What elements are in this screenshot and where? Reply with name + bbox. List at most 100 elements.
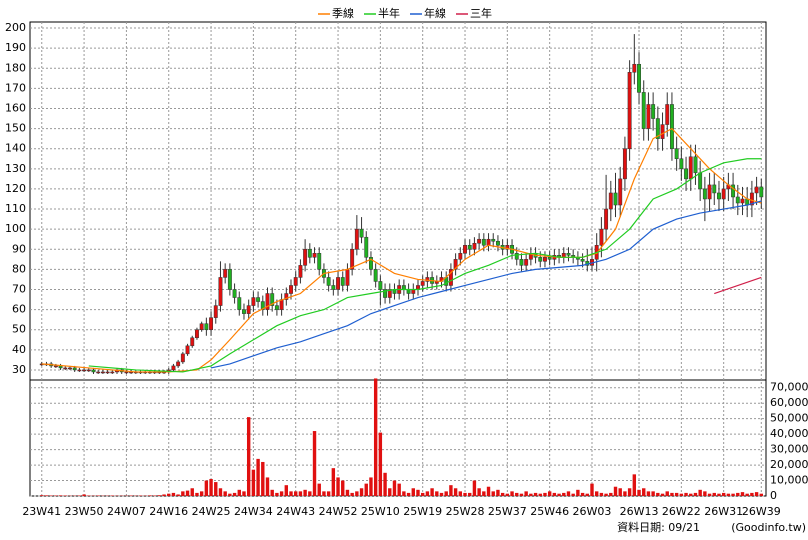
volume-bar [298,491,303,496]
volume-bar [590,483,594,496]
candle-body [303,249,308,266]
volume-bar [148,495,152,496]
volume-bar [209,478,213,496]
x-tick-label: 23W41 [22,505,61,518]
candle-body [68,367,72,370]
candle-body [524,259,529,266]
candle-body [270,293,275,306]
volume-bar [435,491,439,496]
volume-bar [364,483,368,496]
volume-bar [373,378,378,496]
candle-body [543,257,547,262]
volume-bar [256,458,260,496]
volume-bar [505,493,510,496]
volume-bar [425,491,430,496]
volume-bar [740,492,745,496]
candle-body [383,289,388,298]
x-tick-label: 26W13 [620,505,659,518]
candle-body [712,184,717,194]
candle-body [406,289,411,294]
candle-body [312,253,317,258]
candle-body [655,118,660,139]
candle-body [481,238,486,246]
volume-bar [162,494,166,496]
volume-bar [40,495,44,496]
x-tick-label: 26W39 [742,505,781,518]
candle-body [274,305,279,310]
volume-bar [731,493,735,496]
candle-body [514,253,519,260]
y-tick-label: 190 [5,41,26,54]
candle-body [227,269,232,290]
y-tick-label: 50 [12,323,26,336]
candle-body [463,244,467,254]
volume-bar [552,492,557,496]
volume-bar [402,491,406,496]
candle-body [599,228,604,246]
legend-label: 三年 [470,6,492,20]
volume-bar [524,491,528,496]
x-tick-label: 26W22 [662,505,701,518]
volume-bar [585,493,589,496]
volume-bar [486,486,491,496]
volume-bar [646,491,651,496]
plot-frame [29,21,767,497]
volume-bar [670,492,674,496]
y-tick-label: 90 [12,242,26,255]
candle-body [641,92,646,129]
volume-bar [199,491,204,496]
volume-bar [510,491,514,496]
volume-bar [378,432,383,496]
moving-average-line [714,276,762,295]
volume-bar [754,492,759,496]
candle-body [679,158,684,170]
x-tick-label: 25W37 [488,505,527,518]
volume-bar [350,492,354,496]
volume-bar [420,492,425,496]
candle-body [242,309,246,314]
candle-body [491,238,496,242]
candle-body [665,104,670,125]
legend-item: 三年 [456,6,492,20]
volume-bar [623,491,627,496]
candle-body [698,172,703,190]
y2-tick-label: 70,000 [770,381,808,394]
candle-body [613,192,618,206]
candle-body [218,277,223,306]
x-tick-label: 23W50 [65,505,104,518]
x-tick-label: 24W52 [319,505,358,518]
volume-bar [284,485,289,496]
candle-body [293,277,298,286]
volume-bar [656,492,660,496]
y-tick-label: 140 [5,142,26,155]
candle-body [604,208,609,230]
volume-bar [228,493,232,496]
candle-body [646,104,651,129]
candle-body [350,249,355,270]
volume-bar [312,431,317,496]
candle-body [425,277,430,282]
candle-body [378,281,383,290]
volume-bar [566,491,571,496]
volume-bar [406,492,411,496]
volume-bar [341,480,345,496]
candle-body [754,186,759,194]
candle-body [63,367,68,370]
volume-bar [693,492,698,496]
volume-bar [265,477,270,496]
volume-bar [82,494,86,496]
candle-body [707,184,712,200]
y-tick-label: 70 [12,282,26,295]
candle-body [289,285,293,294]
legend-item: 年線 [410,6,446,20]
candle-body [307,249,312,258]
candle-body [251,297,256,306]
candle-body [472,242,477,250]
candle-body [660,124,665,139]
candle-body [505,244,510,250]
candle-body [53,365,58,368]
candle-body [632,63,637,73]
y-tick-label: 180 [5,61,26,74]
volume-bar [745,493,749,496]
volume-bar [529,493,533,496]
